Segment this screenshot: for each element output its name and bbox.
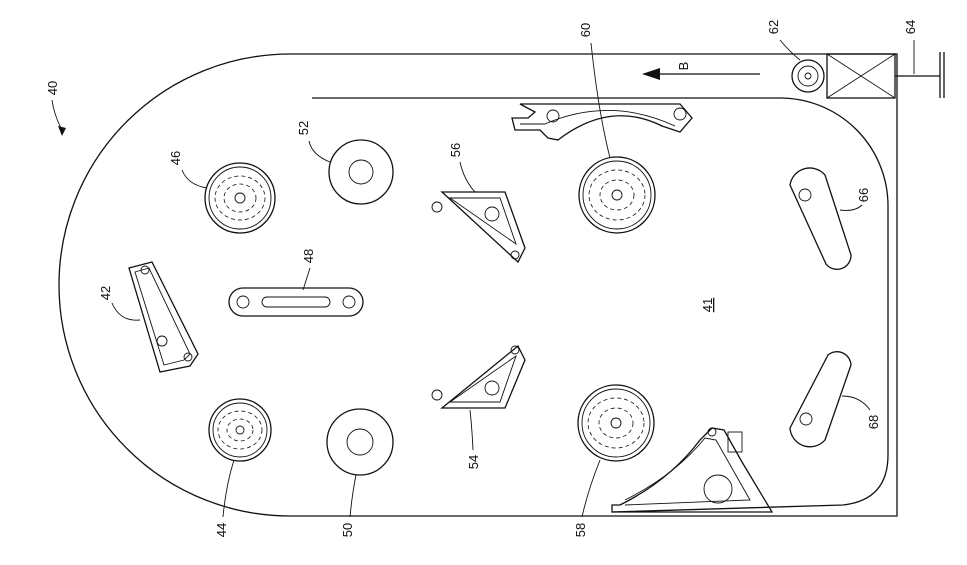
leader-52 [308,140,331,163]
leader-62 [779,39,801,61]
leader-56 [459,161,476,193]
leader-44 [222,459,235,518]
lower-kicker [611,427,774,513]
leader-46 [181,169,208,189]
label-68: 68 [866,415,881,429]
post-52 [328,139,394,205]
label-52: 52 [296,121,311,135]
bumper-60 [578,156,656,234]
plunger-64 [895,52,945,98]
slingshot-54 [431,344,526,409]
label-44: 44 [214,523,229,537]
label-b: B [676,62,691,71]
arrow-40 [58,126,66,136]
slot-target-48 [228,287,364,317]
direction-arrow-b [642,68,760,80]
bumper-44 [208,398,272,462]
leader-48 [302,267,311,291]
label-48: 48 [301,249,316,263]
label-62: 62 [766,20,781,34]
leader-66 [839,204,863,211]
label-40: 40 [45,81,60,95]
label-64: 64 [903,20,918,34]
leader-60 [590,42,611,159]
bumper-58 [577,384,655,462]
label-41: 41 [700,298,715,312]
leader-54 [469,409,474,451]
leader-58 [581,459,601,518]
label-50: 50 [340,523,355,537]
leader-50 [349,474,357,518]
flipper-68 [789,351,852,448]
label-58: 58 [573,523,588,537]
label-46: 46 [168,151,183,165]
leader-68 [841,395,871,411]
label-56: 56 [448,143,463,157]
upper-rail [511,103,693,141]
slingshot-56 [431,191,526,264]
post-50 [326,408,394,476]
roller-62 [791,59,825,93]
label-60: 60 [578,23,593,37]
inner-channel [312,97,889,513]
label-42: 42 [98,286,113,300]
leader-42 [111,302,141,321]
leader-40 [51,99,63,131]
flipper-66 [789,167,852,270]
board-outline [58,53,898,517]
label-54: 54 [466,455,481,469]
plunger-housing [826,53,896,99]
bumper-46 [204,162,276,234]
label-66: 66 [856,188,871,202]
flipper-42 [128,261,199,373]
